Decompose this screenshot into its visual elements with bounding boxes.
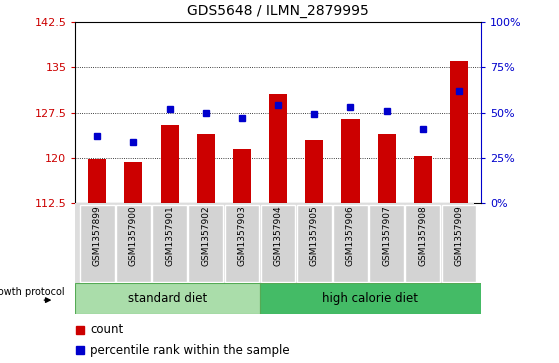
Text: GSM1357899: GSM1357899 [93, 206, 102, 266]
Text: GSM1357903: GSM1357903 [238, 206, 247, 266]
Text: GSM1357907: GSM1357907 [382, 206, 391, 266]
Bar [88, 159, 106, 203]
FancyBboxPatch shape [405, 205, 440, 282]
Bar [450, 61, 468, 203]
FancyBboxPatch shape [116, 205, 151, 282]
Text: high calorie diet: high calorie diet [323, 292, 418, 305]
Text: GSM1357904: GSM1357904 [273, 206, 283, 266]
Text: GSM1357901: GSM1357901 [165, 206, 174, 266]
Bar [378, 134, 396, 203]
Text: GSM1357909: GSM1357909 [454, 206, 463, 266]
FancyBboxPatch shape [152, 205, 187, 282]
Text: count: count [90, 323, 124, 337]
Title: GDS5648 / ILMN_2879995: GDS5648 / ILMN_2879995 [187, 4, 369, 18]
FancyBboxPatch shape [75, 283, 260, 314]
FancyBboxPatch shape [188, 205, 223, 282]
FancyBboxPatch shape [225, 205, 259, 282]
Text: percentile rank within the sample: percentile rank within the sample [90, 344, 290, 357]
Text: GSM1357908: GSM1357908 [418, 206, 427, 266]
Bar [414, 156, 432, 203]
FancyBboxPatch shape [260, 283, 481, 314]
Bar [342, 119, 359, 203]
FancyBboxPatch shape [333, 205, 368, 282]
Bar [197, 134, 215, 203]
Bar [305, 140, 323, 203]
Text: GSM1357905: GSM1357905 [310, 206, 319, 266]
Text: GSM1357902: GSM1357902 [201, 206, 210, 266]
Bar [160, 125, 178, 203]
Text: standard diet: standard diet [128, 292, 207, 305]
Text: growth protocol: growth protocol [0, 287, 65, 297]
FancyBboxPatch shape [442, 205, 476, 282]
FancyBboxPatch shape [369, 205, 404, 282]
FancyBboxPatch shape [80, 205, 115, 282]
FancyBboxPatch shape [260, 205, 296, 282]
FancyBboxPatch shape [297, 205, 331, 282]
Bar [124, 162, 143, 203]
Text: GSM1357906: GSM1357906 [346, 206, 355, 266]
Text: GSM1357900: GSM1357900 [129, 206, 138, 266]
Bar [269, 94, 287, 203]
Bar [233, 149, 251, 203]
